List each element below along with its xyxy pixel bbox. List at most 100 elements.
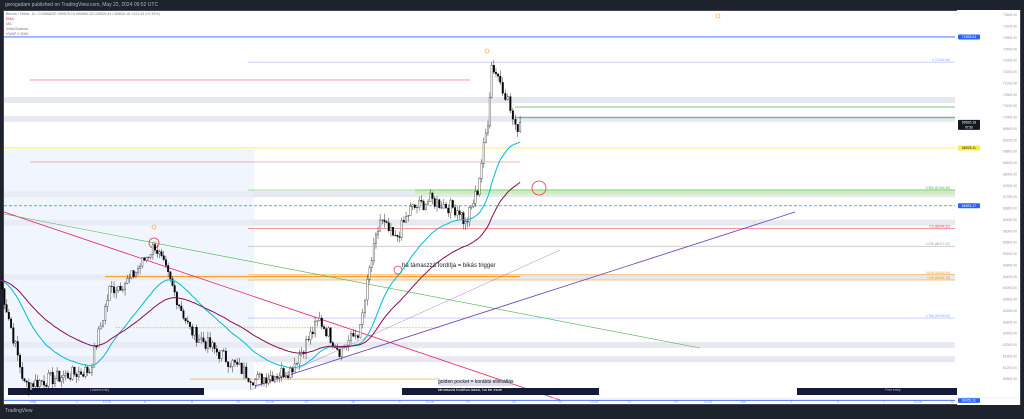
- candle: [460, 212, 463, 215]
- candle: [338, 349, 341, 357]
- candle: [287, 375, 290, 378]
- candle: [354, 335, 357, 337]
- candle: [375, 234, 377, 244]
- candle: [370, 260, 373, 268]
- candle: [309, 331, 312, 341]
- fib-label: 0 (71944.36): [932, 58, 950, 62]
- time-tick: Jun: [740, 400, 746, 404]
- candle: [95, 345, 98, 348]
- candle: [178, 304, 181, 307]
- candle: [34, 379, 37, 387]
- candle: [132, 270, 135, 277]
- entry-box-left[interactable]: [8, 388, 204, 395]
- candle: [224, 350, 227, 362]
- purple-trendline-2[interactable]: [249, 249, 561, 391]
- candle: [478, 178, 481, 195]
- candle: [64, 372, 67, 376]
- candle: [43, 381, 46, 386]
- candle: [402, 220, 405, 223]
- candle: [458, 210, 461, 215]
- candle: [134, 271, 137, 277]
- candle: [436, 199, 438, 207]
- candle: [143, 257, 146, 261]
- price-tick: 69200.00: [1003, 138, 1017, 142]
- candle: [447, 207, 450, 214]
- legend-indicator[interactable]: VWAP 0.3080: [6, 32, 29, 36]
- candle: [84, 366, 87, 377]
- entry-box-right[interactable]: [797, 388, 995, 395]
- candle: [233, 360, 236, 363]
- legend-indicator[interactable]: Initial Balance: [6, 27, 29, 31]
- candle: [69, 377, 72, 380]
- candle: [227, 361, 230, 367]
- candle: [456, 210, 459, 216]
- time-tick: 29: [674, 400, 678, 404]
- price-tick: 68400.00: [1003, 161, 1017, 165]
- price-tick: 72400.00: [1003, 47, 1017, 51]
- candle: [325, 328, 328, 337]
- fib-label: 0.5 (66094.32): [929, 224, 950, 228]
- candle: [80, 371, 82, 375]
- candle: [271, 375, 274, 382]
- candle: [396, 235, 399, 237]
- candle: [379, 219, 382, 232]
- price-tick: 64400.00: [1003, 275, 1017, 279]
- candle: [372, 243, 375, 261]
- price-tick: 73600.00: [1003, 13, 1017, 17]
- pink-trendline[interactable]: [3, 211, 561, 401]
- price-tick: 66000.00: [1003, 229, 1017, 233]
- price-tick: 63200.00: [1003, 309, 1017, 313]
- price-axis: 73600.00 73200.00 72800.00 72400.00 72000.00…: [957, 10, 1020, 405]
- candle: [368, 267, 371, 280]
- candle: [102, 320, 104, 327]
- candle: [51, 372, 54, 385]
- candle: [191, 326, 194, 336]
- time-tick: 3: [790, 400, 792, 404]
- time-tick: 22: [512, 400, 516, 404]
- candle: [501, 82, 504, 94]
- price-tick: 60800.00: [1003, 377, 1017, 381]
- candle: [36, 379, 39, 388]
- candle: [67, 372, 69, 379]
- candle: [198, 339, 200, 343]
- purple-trendline[interactable]: [254, 211, 796, 387]
- entry-box-mid[interactable]: [402, 388, 599, 395]
- candle: [449, 200, 452, 214]
- legend-indicator[interactable]: EMA: [6, 17, 14, 21]
- green-trendline[interactable]: [3, 213, 701, 349]
- candle: [45, 384, 48, 387]
- candle: [305, 339, 308, 355]
- candle: [193, 326, 196, 336]
- legend-indicator[interactable]: MA: [6, 22, 12, 26]
- candle: [400, 220, 403, 238]
- zones: [4, 97, 955, 390]
- candle: [433, 198, 436, 207]
- candle: [267, 379, 270, 384]
- price-tick: 61200.00: [1003, 366, 1017, 370]
- price-tick: 70800.00: [1003, 93, 1017, 97]
- horizontal-levels: 0 (71944.36) 0.382 (67444.35) 0.5 (66094.3…: [4, 36, 955, 401]
- fib-label: 0.65 (64281.78): [927, 276, 950, 280]
- candle: [240, 362, 243, 374]
- candle: [476, 190, 479, 195]
- candle: [53, 378, 56, 385]
- candle: [218, 351, 221, 359]
- candle: [377, 231, 379, 235]
- marker-circle: [531, 180, 547, 196]
- marker-dot: [484, 48, 490, 54]
- candle: [160, 251, 163, 256]
- candle: [269, 375, 272, 380]
- countdown-text: 07:56: [965, 125, 973, 129]
- price-tick: 64800.00: [1003, 263, 1017, 267]
- candle: [47, 373, 50, 387]
- candle: [492, 65, 495, 73]
- candle: [175, 291, 178, 306]
- grey-zone: [4, 97, 955, 104]
- ema-line: [0, 181, 521, 354]
- candle: [424, 203, 427, 210]
- candle: [495, 72, 497, 75]
- candle: [156, 250, 159, 254]
- candle: [73, 366, 76, 375]
- candle: [247, 377, 250, 382]
